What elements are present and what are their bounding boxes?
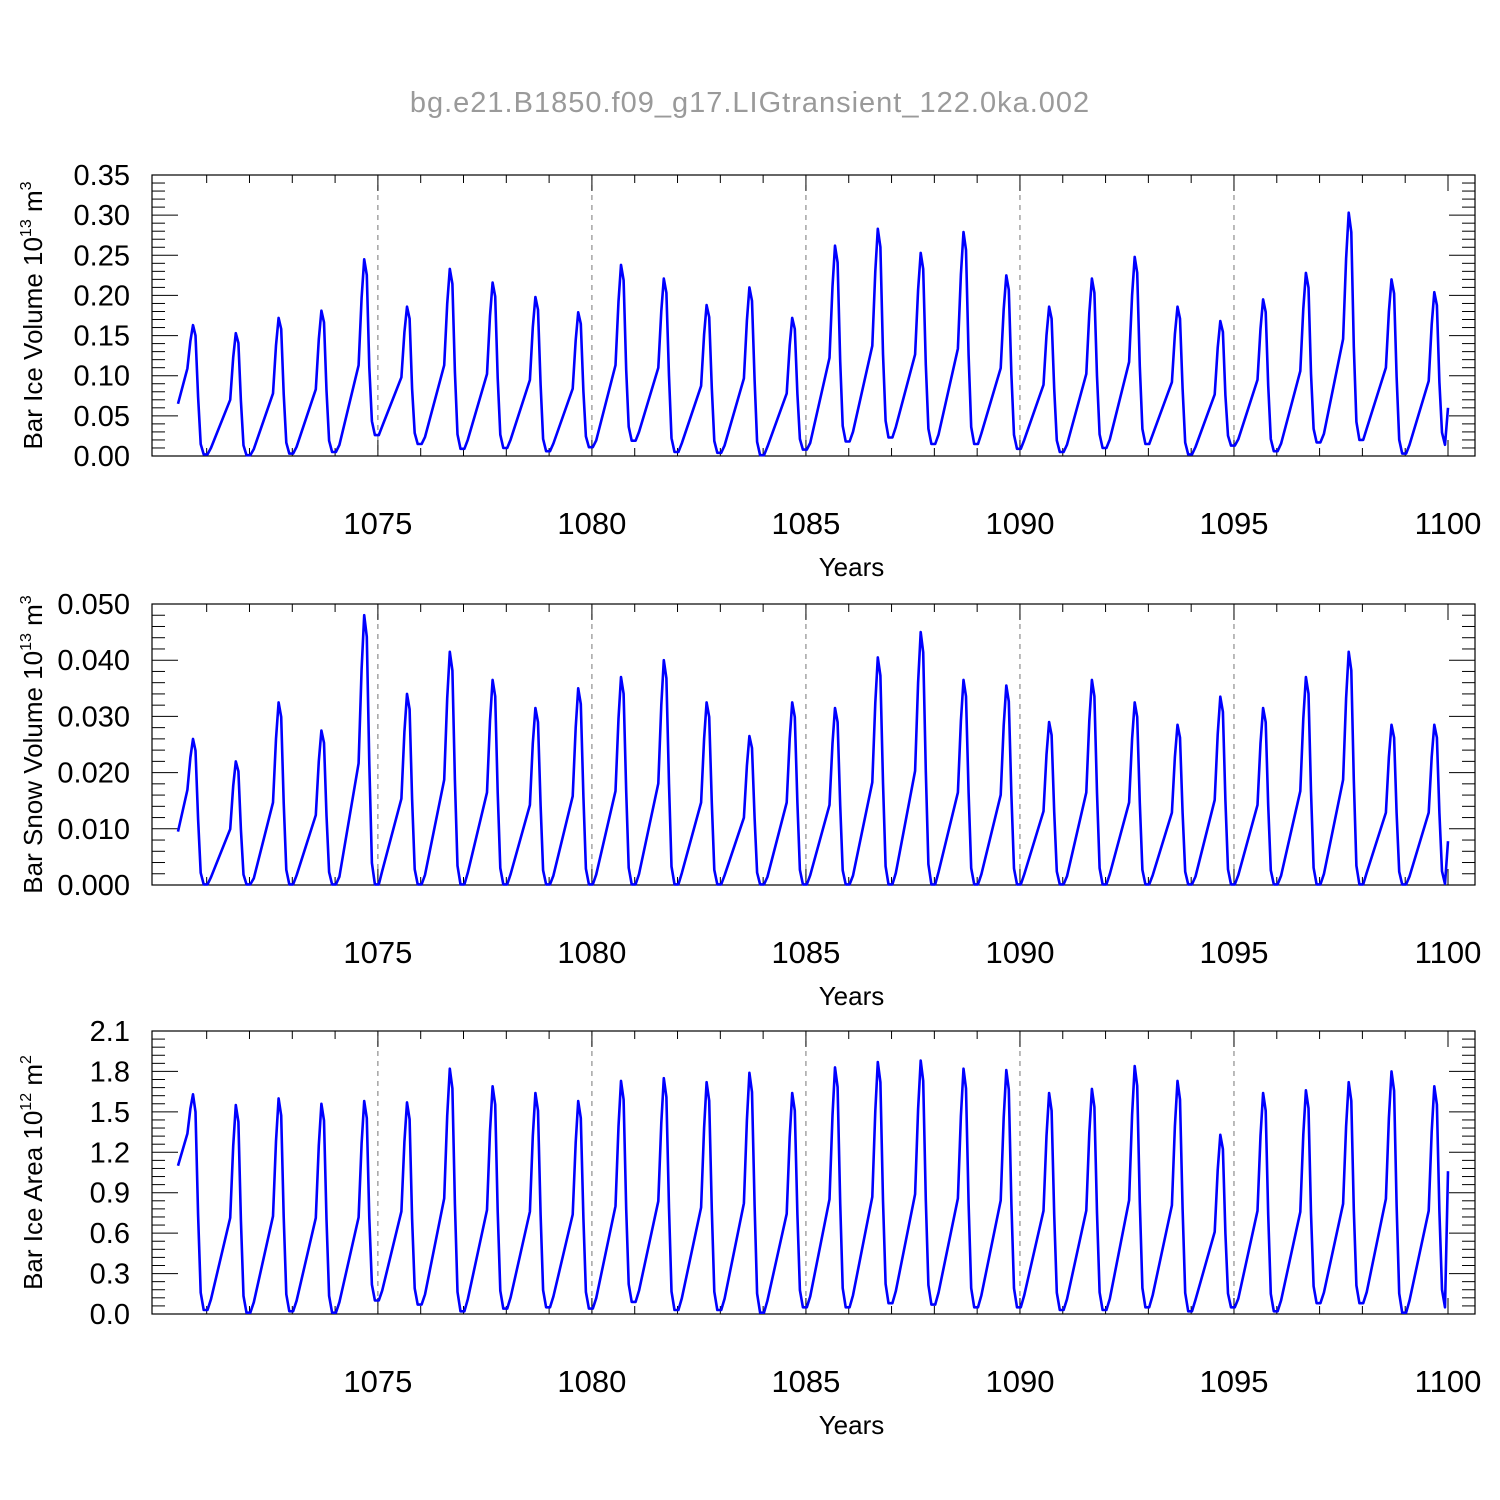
y-tick-label: 0.020 (57, 758, 130, 790)
plot-frame (151, 1030, 1476, 1315)
y-tick-label: 0.30 (74, 200, 130, 232)
series-line (176, 613, 1450, 886)
y-tick-label: 2.1 (90, 1016, 130, 1048)
x-tick-label: 1100 (1415, 1364, 1482, 1399)
y-axis-title: Bar Ice Area 1012 m2 (18, 1055, 48, 1290)
y-tick-label: 1.8 (90, 1056, 130, 1088)
plot-frame (151, 174, 1476, 457)
y-tick-label: 0.00 (74, 441, 130, 473)
y-tick-label: 0.050 (57, 589, 130, 621)
panel-2: 0.000 0.010 0.020 0.030 0.040 0.050 1075 1080 10… (18, 589, 1481, 1011)
x-tick-label: 1080 (557, 1364, 626, 1399)
x-tick-label: 1080 (557, 506, 626, 541)
panel-1: 0.00 0.05 0.10 0.15 0.20 0.25 0.30 0.35 1075 1080… (18, 160, 1481, 582)
x-tick-label: 1075 (343, 1364, 412, 1399)
x-tick-label: 1095 (1199, 935, 1268, 970)
y-axis-title: Bar Snow Volume 1013 m3 (18, 595, 48, 894)
y-tick-label: 0.3 (90, 1259, 130, 1291)
x-tick-label: 1090 (985, 935, 1054, 970)
x-tick-label: 1075 (343, 506, 412, 541)
x-tick-label: 1080 (557, 935, 626, 970)
x-tick-label: 1085 (771, 506, 840, 541)
x-tick-label: 1090 (985, 506, 1054, 541)
y-tick-label: 0.15 (74, 321, 130, 353)
x-axis-title: Years (819, 1410, 885, 1440)
y-tick-label: 0.9 (90, 1178, 130, 1210)
x-tick-label: 1095 (1199, 506, 1268, 541)
y-tick-label: 0.35 (74, 160, 130, 192)
x-tick-label: 1095 (1199, 1364, 1268, 1399)
series-line (176, 211, 1450, 457)
y-tick-label: 0.10 (74, 361, 130, 393)
panel-3: 0.0 0.3 0.6 0.9 1.2 1.5 1.8 2.1 1075 1080 1085 1090… (18, 1016, 1481, 1440)
x-tick-label: 1090 (985, 1364, 1054, 1399)
y-tick-label: 0.000 (57, 870, 130, 902)
y-tick-label: 0.05 (74, 401, 130, 433)
y-tick-label: 1.5 (90, 1097, 130, 1129)
y-tick-label: 0.6 (90, 1218, 130, 1250)
y-tick-label: 0.20 (74, 280, 130, 312)
panels: 0.00 0.05 0.10 0.15 0.20 0.25 0.30 0.35 1075 1080… (18, 160, 1481, 1440)
y-tick-label: 0.25 (74, 240, 130, 272)
x-tick-label: 1075 (343, 935, 412, 970)
plot-frame (151, 603, 1476, 886)
figure-title: bg.e21.B1850.f09_g17.LIGtransient_122.0k… (410, 87, 1090, 119)
y-tick-label: 0.0 (90, 1299, 130, 1331)
series-line (176, 1059, 1450, 1314)
x-axis-title: Years (819, 552, 885, 582)
x-tick-label: 1085 (771, 1364, 840, 1399)
y-tick-label: 0.030 (57, 701, 130, 733)
x-axis-title: Years (819, 981, 885, 1011)
y-tick-label: 1.2 (90, 1137, 130, 1169)
y-axis-title: Bar Ice Volume 1013 m3 (18, 181, 48, 449)
y-tick-label: 0.040 (57, 645, 130, 677)
x-tick-label: 1100 (1415, 506, 1482, 541)
y-tick-label: 0.010 (57, 814, 130, 846)
x-tick-label: 1085 (771, 935, 840, 970)
x-tick-label: 1100 (1415, 935, 1482, 970)
